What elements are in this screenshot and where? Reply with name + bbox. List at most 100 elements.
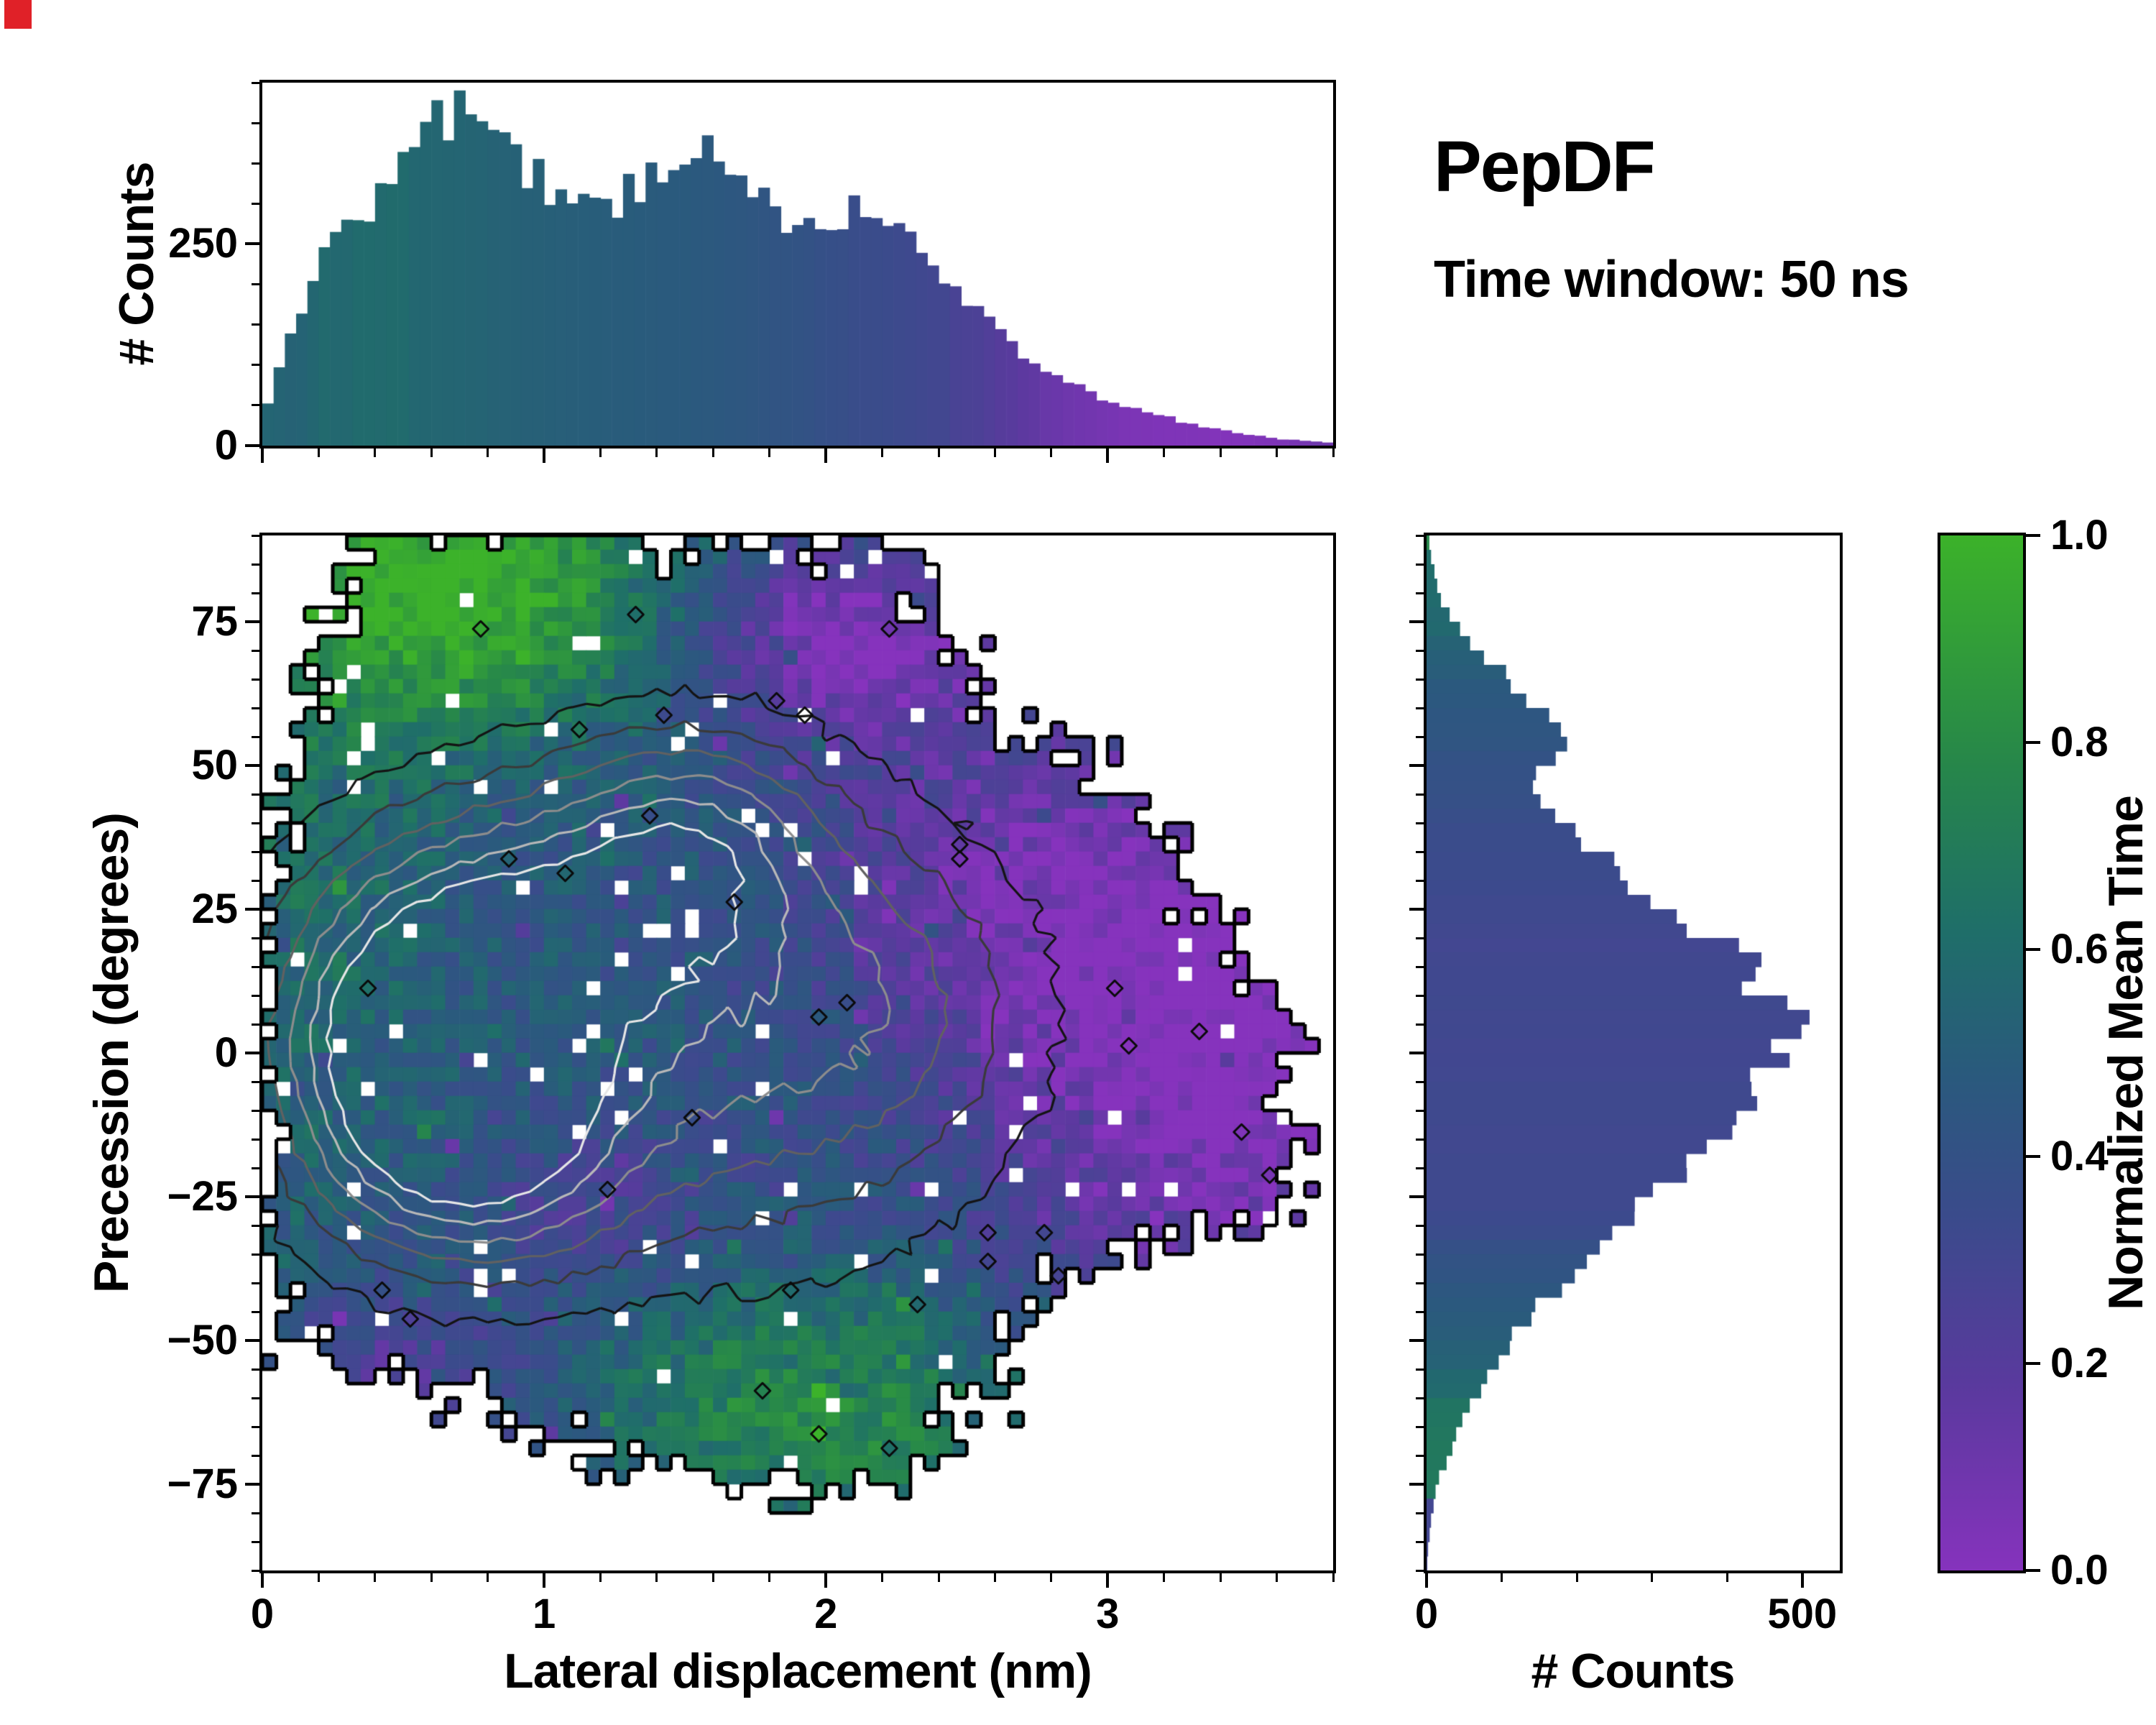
tick-mark [252, 850, 259, 853]
tick-mark [711, 1573, 714, 1582]
main-x-axis-label: Lateral displacement (nm) [504, 1644, 1092, 1698]
tick-mark [252, 404, 259, 407]
tick-mark [1416, 678, 1424, 681]
tick-mark [252, 1080, 259, 1083]
tick-mark [245, 764, 259, 767]
tick-mark [252, 1512, 259, 1514]
tick-mark [881, 448, 884, 457]
tick-mark [1416, 965, 1424, 968]
tick-label: 0 [1414, 1591, 1439, 1637]
tick-mark [252, 283, 259, 286]
tick-mark [252, 1167, 259, 1169]
tick-mark [1416, 937, 1424, 939]
tick-mark [252, 1282, 259, 1284]
tick-mark [245, 1195, 259, 1198]
tick-mark [1409, 1483, 1424, 1486]
tick-mark [1106, 448, 1110, 463]
tick-mark [768, 448, 771, 457]
tick-mark [1409, 1195, 1424, 1198]
tick-mark [1409, 908, 1424, 911]
tick-label: 50 [191, 742, 238, 788]
tick-mark [1416, 1512, 1424, 1514]
tick-mark [245, 1339, 259, 1342]
tick-mark [430, 1573, 433, 1582]
tick-mark [252, 1454, 259, 1457]
tick-mark [252, 994, 259, 997]
tick-mark [824, 1573, 828, 1588]
tick-mark [252, 678, 259, 681]
tick-mark [252, 1109, 259, 1112]
tick-mark [768, 1573, 771, 1582]
tick-mark [1416, 1569, 1424, 1572]
tick-mark [487, 1573, 489, 1582]
corner-red-marker [4, 0, 32, 29]
right-histogram-canvas [1427, 535, 1840, 1570]
tick-mark [252, 1310, 259, 1313]
tick-mark [1416, 1224, 1424, 1227]
tick-label: 1.0 [2050, 512, 2109, 558]
tick-mark [261, 1573, 264, 1588]
figure-title: PepDF [1434, 126, 1656, 207]
tick-mark [937, 1573, 940, 1582]
tick-mark [1416, 1310, 1424, 1313]
tick-label: 0 [214, 1029, 238, 1076]
joint-heatmap-canvas [262, 535, 1333, 1570]
tick-mark [487, 448, 489, 457]
tick-label: 75 [191, 598, 238, 645]
tick-mark [1501, 1573, 1503, 1582]
tick-label: 0 [214, 422, 238, 469]
tick-mark [374, 448, 377, 457]
tick-mark [1416, 1368, 1424, 1371]
tick-mark [261, 448, 264, 463]
tick-mark [252, 649, 259, 652]
tick-mark [252, 1540, 259, 1543]
tick-mark [252, 1425, 259, 1428]
tick-label: 0.2 [2050, 1340, 2109, 1386]
tick-mark [1416, 1397, 1424, 1399]
figure-subtitle: Time window: 50 ns [1434, 251, 1909, 308]
tick-mark [655, 448, 658, 457]
tick-mark [1726, 1573, 1728, 1582]
tick-mark [1416, 822, 1424, 824]
tick-mark [2026, 948, 2040, 951]
tick-mark [252, 1569, 259, 1572]
tick-mark [252, 937, 259, 939]
tick-label: 25 [191, 886, 238, 932]
tick-mark [1416, 1138, 1424, 1141]
tick-label: 0.0 [2050, 1547, 2109, 1593]
tick-mark [252, 364, 259, 367]
tick-label: 250 [168, 220, 238, 267]
tick-mark [1409, 1052, 1424, 1054]
tick-mark [252, 1368, 259, 1371]
colorbar-label: Normalized Mean Time [2099, 796, 2153, 1310]
tick-mark [2026, 741, 2040, 744]
tick-mark [711, 448, 714, 457]
tick-label: 3 [1096, 1591, 1120, 1637]
tick-mark [1409, 620, 1424, 623]
tick-mark [543, 448, 546, 463]
tick-mark [1219, 1573, 1222, 1582]
tick-mark [599, 448, 602, 457]
tick-mark [252, 707, 259, 709]
tick-label: 500 [1767, 1591, 1838, 1637]
tick-label: 0.4 [2050, 1133, 2109, 1179]
tick-mark [252, 793, 259, 796]
tick-label: 0.6 [2050, 926, 2109, 972]
tick-mark [824, 448, 828, 463]
tick-mark [2026, 1569, 2040, 1572]
right-histogram-panel [1424, 533, 1843, 1573]
tick-mark [245, 1483, 259, 1486]
colorbar-panel [1938, 533, 2026, 1573]
tick-mark [993, 1573, 996, 1582]
tick-mark [599, 1573, 602, 1582]
tick-mark [543, 1573, 546, 1588]
tick-mark [252, 965, 259, 968]
tick-mark [252, 121, 259, 124]
tick-mark [1416, 1023, 1424, 1026]
tick-mark [245, 444, 259, 447]
tick-mark [1416, 1080, 1424, 1083]
tick-mark [252, 81, 259, 84]
tick-mark [252, 592, 259, 594]
tick-mark [1416, 707, 1424, 709]
